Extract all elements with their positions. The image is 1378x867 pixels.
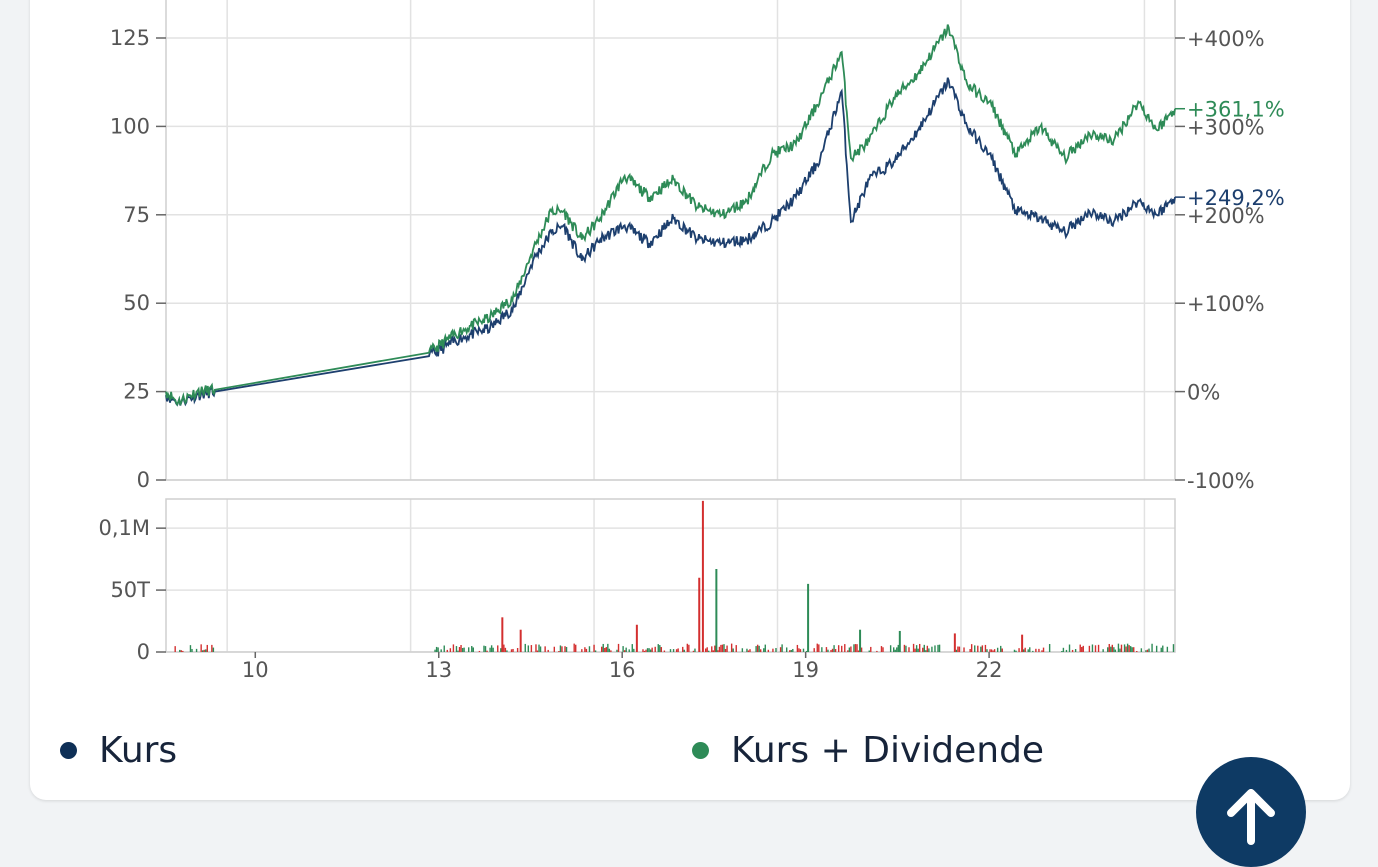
y2-tick-label: +300%: [1187, 115, 1265, 139]
y-tick-label: 100: [110, 114, 150, 138]
y2-tick-label: +400%: [1187, 27, 1265, 51]
legend-dot-kurs: [60, 742, 77, 759]
series-line-kurs: [165, 77, 1176, 407]
x-tick-label: 22: [976, 658, 1003, 682]
volume-y-tick-label: 50T: [110, 578, 150, 602]
legend-label-kurs-dividende: Kurs + Dividende: [731, 730, 1045, 771]
stock-chart: 0255075100125-100%0%+100%+200%+300%+400%…: [98, 0, 1285, 682]
scroll-to-top-button[interactable]: [1196, 757, 1306, 867]
y2-tick-label: +200%: [1187, 204, 1265, 228]
legend-item-kurs[interactable]: Kurs: [60, 730, 177, 771]
volume-y-tick-label: 0: [137, 640, 150, 664]
y-tick-label: 50: [123, 291, 150, 315]
chart-card: [30, 0, 1350, 800]
x-tick-label: 10: [242, 658, 269, 682]
y2-tick-label: 0%: [1187, 381, 1220, 405]
volume-panel-frame: [165, 498, 1176, 653]
series-end-label: +249,2%: [1187, 186, 1285, 210]
legend-label-kurs: Kurs: [99, 730, 178, 771]
y2-tick-label: -100%: [1187, 469, 1255, 493]
y-tick-label: 0: [137, 468, 150, 492]
y-tick-label: 75: [123, 203, 150, 227]
y2-tick-label: +100%: [1187, 292, 1265, 316]
x-tick-label: 13: [425, 658, 452, 682]
series-line-kurs-dividende: [165, 24, 1176, 407]
legend-dot-kurs-dividende: [692, 742, 709, 759]
x-tick-label: 16: [609, 658, 636, 682]
legend-item-kurs-dividende[interactable]: Kurs + Dividende: [692, 730, 1044, 771]
arrow-up-icon: [1227, 789, 1275, 845]
volume-y-tick-label: 0,1M: [98, 516, 150, 540]
series-end-label: +361,1%: [1187, 98, 1285, 122]
x-tick-label: 19: [792, 658, 819, 682]
y-tick-label: 25: [123, 380, 150, 404]
y-tick-label: 125: [110, 26, 150, 50]
